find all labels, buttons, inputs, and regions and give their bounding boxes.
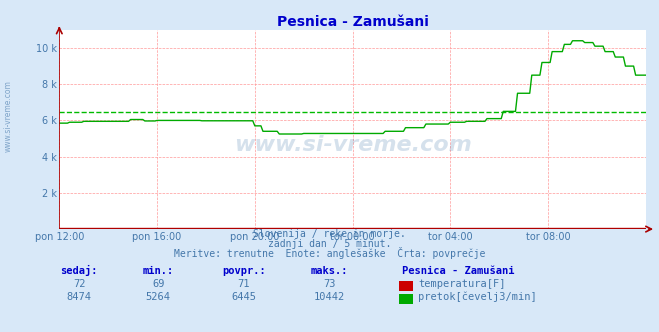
Text: maks.:: maks.: (311, 266, 348, 276)
Text: 10442: 10442 (314, 292, 345, 302)
Text: www.si-vreme.com: www.si-vreme.com (3, 80, 13, 152)
Text: 5264: 5264 (146, 292, 171, 302)
Text: 71: 71 (238, 279, 250, 289)
Text: povpr.:: povpr.: (222, 266, 266, 276)
Text: sedaj:: sedaj: (61, 265, 98, 276)
Text: www.si-vreme.com: www.si-vreme.com (234, 135, 471, 155)
Text: Meritve: trenutne  Enote: anglešaške  Črta: povprečje: Meritve: trenutne Enote: anglešaške Črta… (174, 247, 485, 259)
Title: Pesnica - Zamušani: Pesnica - Zamušani (277, 15, 428, 29)
Text: 73: 73 (324, 279, 335, 289)
Text: zadnji dan / 5 minut.: zadnji dan / 5 minut. (268, 239, 391, 249)
Text: temperatura[F]: temperatura[F] (418, 279, 506, 289)
Text: Slovenija / reke in morje.: Slovenija / reke in morje. (253, 229, 406, 239)
Text: 8474: 8474 (67, 292, 92, 302)
Text: min.:: min.: (142, 266, 174, 276)
Text: 69: 69 (152, 279, 164, 289)
Text: 72: 72 (73, 279, 85, 289)
Text: 6445: 6445 (231, 292, 256, 302)
Text: Pesnica - Zamušani: Pesnica - Zamušani (402, 266, 515, 276)
Text: pretok[čevelj3/min]: pretok[čevelj3/min] (418, 292, 537, 302)
